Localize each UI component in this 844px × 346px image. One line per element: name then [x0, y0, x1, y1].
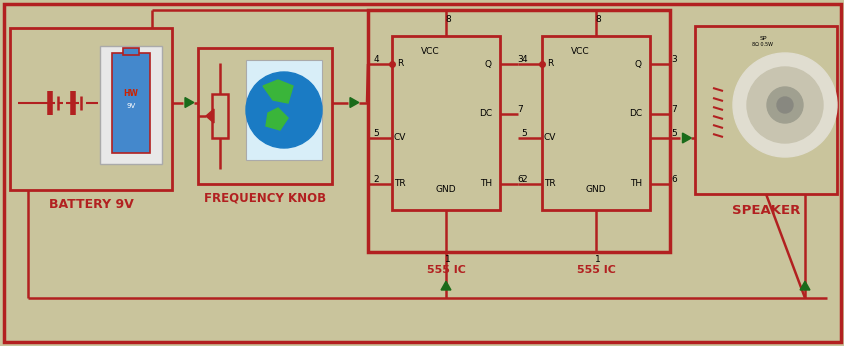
Circle shape — [732, 53, 836, 157]
Polygon shape — [799, 281, 809, 290]
Text: HW: HW — [123, 89, 138, 98]
Text: CV: CV — [544, 134, 555, 143]
Bar — [212, 94, 228, 138]
Text: DC: DC — [628, 109, 641, 118]
Text: CV: CV — [393, 134, 406, 143]
Text: 5: 5 — [521, 128, 527, 137]
Text: SPEAKER: SPEAKER — [731, 203, 799, 217]
Text: 3: 3 — [517, 55, 522, 64]
Text: VCC: VCC — [420, 47, 439, 56]
Text: 5: 5 — [670, 128, 676, 137]
Text: 2: 2 — [373, 174, 378, 183]
Text: R: R — [546, 60, 553, 69]
Text: Q: Q — [634, 60, 641, 69]
Text: R: R — [397, 60, 403, 69]
Text: TH: TH — [479, 180, 491, 189]
Bar — [694, 26, 836, 194]
Polygon shape — [262, 80, 293, 103]
Polygon shape — [682, 133, 690, 143]
Text: TR: TR — [544, 180, 555, 189]
Bar — [100, 46, 162, 164]
Polygon shape — [441, 281, 451, 290]
Text: VCC: VCC — [570, 47, 588, 56]
Text: SP: SP — [759, 36, 766, 40]
Bar — [123, 48, 138, 55]
Text: 555 IC: 555 IC — [426, 265, 465, 275]
Text: 5: 5 — [373, 128, 378, 137]
Text: GND: GND — [585, 185, 606, 194]
Bar — [541, 36, 649, 210]
Text: 555 IC: 555 IC — [576, 265, 614, 275]
Text: 8: 8 — [594, 16, 600, 25]
Text: TH: TH — [629, 180, 641, 189]
Text: Q: Q — [484, 60, 491, 69]
Polygon shape — [349, 98, 359, 108]
Circle shape — [776, 97, 792, 113]
Text: 8Ω 0.5W: 8Ω 0.5W — [752, 42, 772, 46]
Polygon shape — [266, 108, 288, 130]
Circle shape — [746, 67, 822, 143]
Text: DC: DC — [479, 109, 491, 118]
Text: 1: 1 — [594, 255, 600, 264]
Text: 9V: 9V — [127, 103, 136, 109]
Text: TR: TR — [393, 180, 405, 189]
Bar — [10, 28, 172, 190]
Text: 4: 4 — [373, 55, 378, 64]
Bar — [112, 53, 150, 153]
Text: 7: 7 — [670, 104, 676, 113]
Text: 1: 1 — [445, 255, 451, 264]
Text: 6: 6 — [670, 174, 676, 183]
Polygon shape — [185, 98, 193, 108]
Text: 4: 4 — [521, 55, 526, 64]
Text: 6: 6 — [517, 174, 522, 183]
Polygon shape — [206, 109, 214, 123]
Circle shape — [766, 87, 802, 123]
Text: 7: 7 — [517, 104, 522, 113]
Text: 3: 3 — [670, 55, 676, 64]
Bar — [392, 36, 500, 210]
Text: 2: 2 — [521, 174, 526, 183]
Bar — [368, 10, 669, 252]
Text: BATTERY 9V: BATTERY 9V — [49, 198, 133, 210]
Bar — [246, 60, 322, 160]
Text: GND: GND — [436, 185, 456, 194]
Text: 8: 8 — [445, 16, 451, 25]
Text: FREQUENCY KNOB: FREQUENCY KNOB — [203, 191, 326, 204]
Circle shape — [246, 72, 322, 148]
Bar — [197, 48, 332, 184]
